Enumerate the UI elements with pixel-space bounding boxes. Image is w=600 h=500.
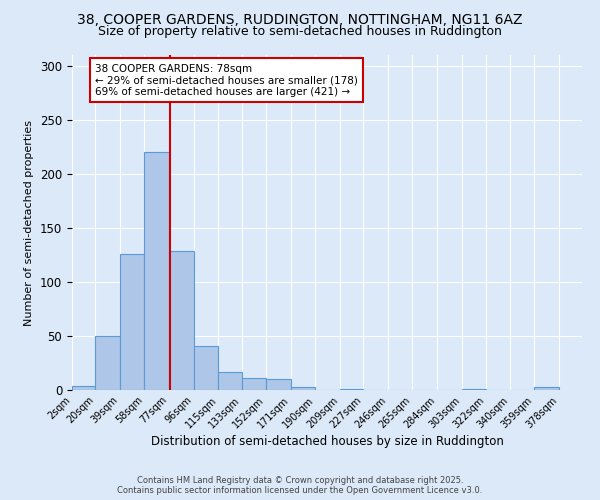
X-axis label: Distribution of semi-detached houses by size in Ruddington: Distribution of semi-detached houses by … bbox=[151, 436, 503, 448]
Text: 38, COOPER GARDENS, RUDDINGTON, NOTTINGHAM, NG11 6AZ: 38, COOPER GARDENS, RUDDINGTON, NOTTINGH… bbox=[77, 12, 523, 26]
Bar bbox=[169, 250, 194, 390]
Bar bbox=[120, 254, 145, 390]
Bar bbox=[218, 372, 242, 390]
Bar bbox=[95, 336, 120, 390]
Text: 38 COOPER GARDENS: 78sqm
← 29% of semi-detached houses are smaller (178)
69% of : 38 COOPER GARDENS: 78sqm ← 29% of semi-d… bbox=[95, 64, 358, 97]
Bar bbox=[242, 378, 266, 390]
Text: Size of property relative to semi-detached houses in Ruddington: Size of property relative to semi-detach… bbox=[98, 25, 502, 38]
Text: Contains HM Land Registry data © Crown copyright and database right 2025.
Contai: Contains HM Land Registry data © Crown c… bbox=[118, 476, 482, 495]
Bar bbox=[194, 346, 218, 390]
Bar bbox=[534, 387, 559, 390]
Bar bbox=[145, 152, 169, 390]
Bar bbox=[291, 387, 316, 390]
Y-axis label: Number of semi-detached properties: Number of semi-detached properties bbox=[25, 120, 34, 326]
Bar bbox=[72, 386, 95, 390]
Bar bbox=[266, 379, 291, 390]
Bar bbox=[461, 389, 486, 390]
Bar bbox=[340, 389, 363, 390]
